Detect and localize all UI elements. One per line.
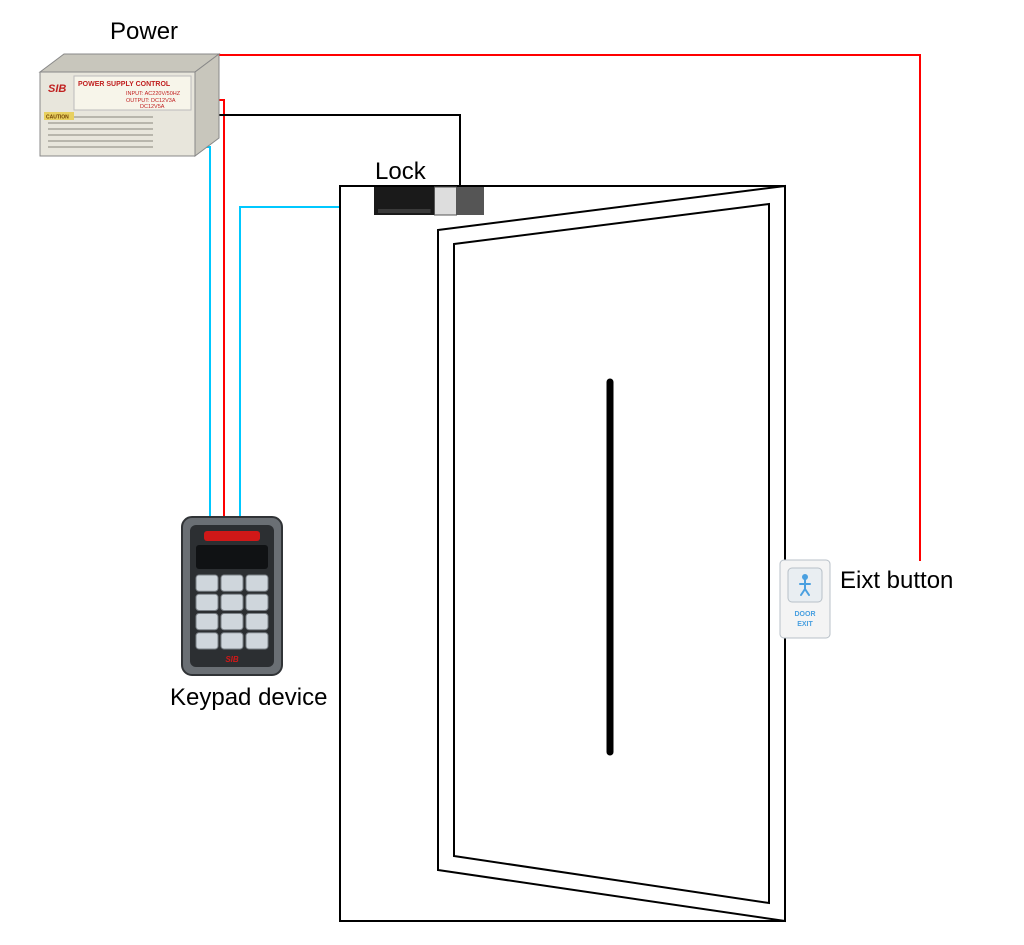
psu-brand: SIB (48, 83, 66, 95)
svg-text:INPUT: AC220V/50HZ: INPUT: AC220V/50HZ (126, 91, 181, 97)
keypad-label: Keypad device (170, 684, 327, 712)
svg-text:EXIT: EXIT (797, 621, 813, 628)
keypad-brand: SIB (225, 655, 239, 664)
svg-text:DOOR: DOOR (795, 611, 816, 618)
exit-button-device: DOOR EXIT (780, 560, 830, 638)
keypad-device: SIB (182, 517, 282, 675)
lock-label: Lock (375, 158, 426, 186)
svg-text:CAUTION: CAUTION (46, 115, 69, 121)
wiring-diagram: SIB POWER SUPPLY CONTROL INPUT: AC220V/50H… (0, 0, 1024, 945)
svg-text:DC12V5A: DC12V5A (140, 104, 165, 110)
lock-device (374, 187, 484, 215)
exit-button-label: Eixt button (840, 567, 953, 595)
power-supply: SIB POWER SUPPLY CONTROL INPUT: AC220V/50H… (40, 54, 219, 156)
psu-title: POWER SUPPLY CONTROL (78, 81, 171, 88)
power-label: Power (110, 18, 178, 46)
